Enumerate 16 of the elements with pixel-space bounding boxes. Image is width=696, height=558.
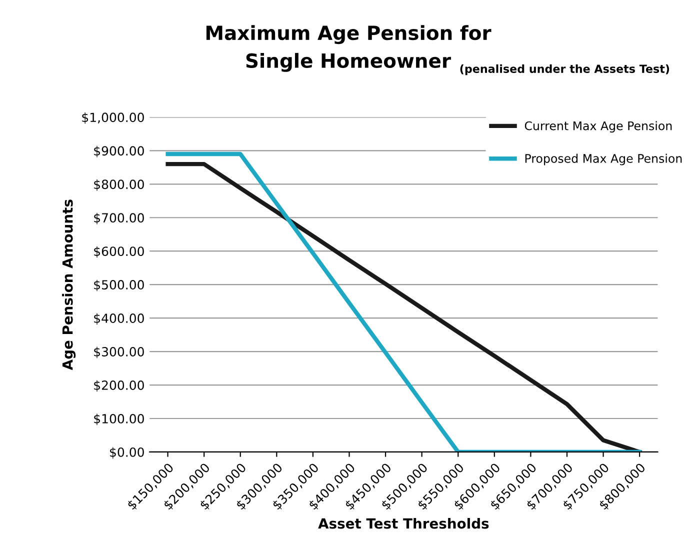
y-axis-title: Age Pension Amounts: [62, 200, 76, 370]
legend-label: Proposed Max Age Pension: [525, 154, 682, 166]
y-tick-label: $300.00: [94, 346, 144, 358]
y-tick-label: $0.00: [110, 447, 144, 459]
y-tick-label: $100.00: [94, 414, 144, 426]
y-tick-label: $800.00: [94, 179, 144, 191]
y-tick-label: $200.00: [94, 380, 144, 392]
y-tick-label: $1,000.00: [82, 112, 144, 124]
y-tick-label: $700.00: [94, 212, 144, 224]
y-tick-label: $900.00: [94, 146, 144, 158]
y-tick-label: $500.00: [94, 280, 144, 292]
y-tick-label: $400.00: [94, 313, 144, 325]
y-tick-label: $600.00: [94, 246, 144, 258]
chart-subtitle: (penalised under the Assets Test): [460, 64, 670, 76]
x-axis-title: Asset Test Thresholds: [318, 518, 489, 529]
legend-label: Current Max Age Pension: [524, 121, 672, 133]
